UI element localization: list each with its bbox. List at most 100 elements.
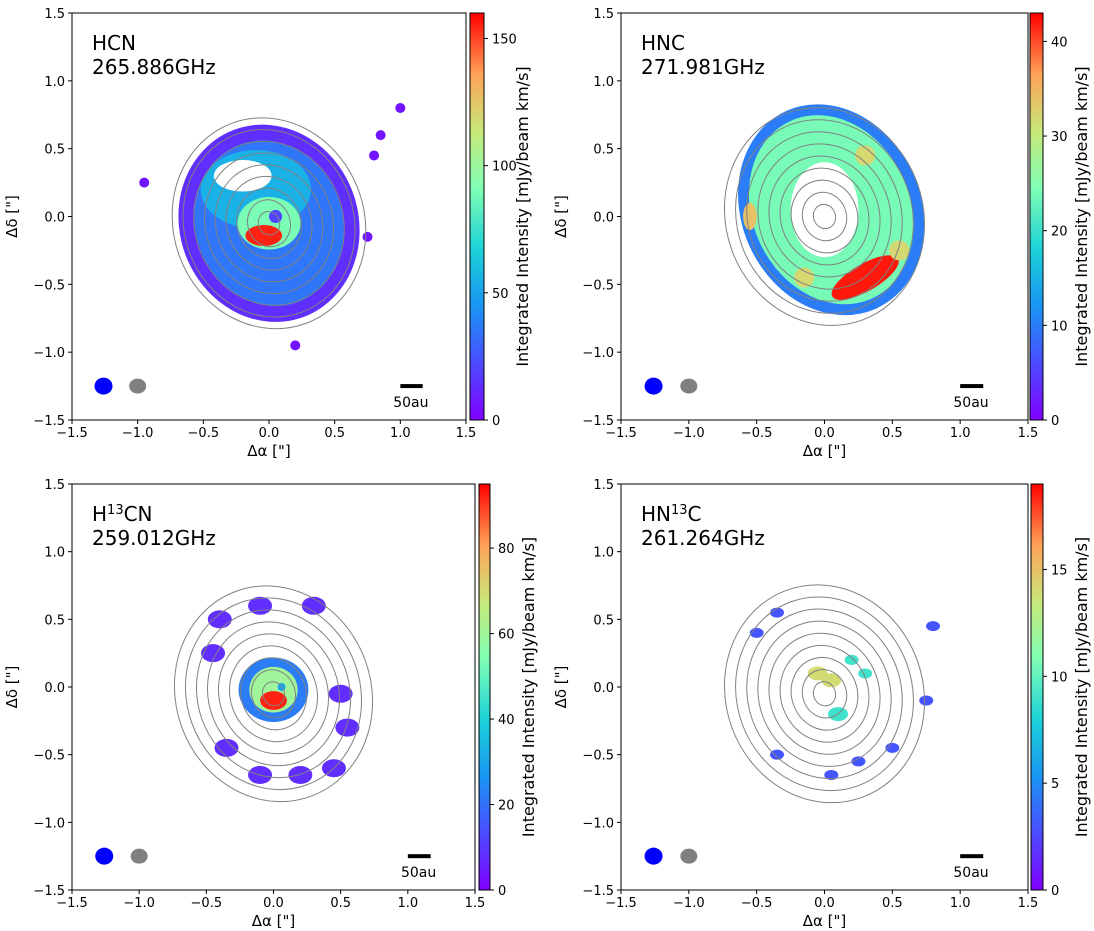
colorbar <box>1030 483 1044 891</box>
contour-line <box>206 621 341 767</box>
emission-clump <box>889 240 910 261</box>
colorbar-tick-label: 150 <box>492 32 517 47</box>
x-axis-label: Δα ["] <box>803 442 847 460</box>
contour-line <box>723 107 926 326</box>
x-tick-label: 0.5 <box>882 426 903 441</box>
x-tick-label: −1.5 <box>605 426 637 441</box>
frequency-label: 261.264GHz <box>641 526 765 550</box>
x-tick-label: −0.5 <box>188 426 220 441</box>
y-tick-label: 1.0 <box>593 546 614 561</box>
molecule-label: HN13C <box>641 502 702 526</box>
y-axis-label: Δδ ["] <box>552 195 570 238</box>
y-tick-label: 0.0 <box>44 681 65 696</box>
beam-ellipse-line <box>94 377 113 395</box>
y-tick-label: −0.5 <box>33 749 65 764</box>
emission-knot <box>919 695 934 706</box>
colorbar-tick-label: 20 <box>1051 225 1068 240</box>
emission-knot <box>770 607 785 618</box>
emission-peak <box>260 691 287 710</box>
contour-line <box>790 179 859 254</box>
contour-line <box>225 175 313 271</box>
plot-area <box>139 102 406 351</box>
x-tick-label: 1.5 <box>465 896 486 911</box>
x-tick-label: 0.5 <box>882 896 903 911</box>
emission-patch <box>207 610 232 629</box>
colorbar-tick-label: 20 <box>498 799 515 814</box>
y-tick-label: −1.0 <box>582 346 614 361</box>
x-tick-label: −1.0 <box>123 896 155 911</box>
colorbar-label: Integrated Intensity [mJy/beam km/s] <box>1072 66 1091 366</box>
emission-knot <box>926 621 941 632</box>
x-tick-label: −0.5 <box>191 896 223 911</box>
emission-knot <box>139 177 150 188</box>
emission-knot <box>290 340 301 351</box>
emission-knot <box>851 756 866 767</box>
emission-patch <box>335 718 360 737</box>
emission-knot <box>821 673 842 688</box>
y-tick-label: −1.0 <box>33 346 65 361</box>
contour-line <box>768 632 881 755</box>
emission-arc <box>743 202 757 231</box>
colorbar-tick-label: 5 <box>1051 777 1059 792</box>
x-tick-label: −1.0 <box>673 896 705 911</box>
emission-cavity <box>790 162 859 258</box>
y-tick-label: −1.5 <box>582 414 614 429</box>
colorbar-tick-label: 0 <box>1051 414 1059 429</box>
y-axis-label: Δδ ["] <box>3 195 21 238</box>
y-tick-label: −1.0 <box>582 816 614 831</box>
emission-knot <box>770 749 785 760</box>
contour-line <box>723 584 926 804</box>
y-tick-label: −1.5 <box>33 884 65 899</box>
scale-bar <box>960 384 984 389</box>
colorbar <box>1029 12 1044 421</box>
contour-line <box>779 644 870 743</box>
y-tick-label: 0.5 <box>44 143 65 158</box>
contour-line <box>246 199 292 248</box>
x-tick-label: 0.0 <box>259 426 280 441</box>
contour-line <box>214 164 324 283</box>
colorbar-tick-label: 0 <box>492 414 500 429</box>
x-tick-label: 1.0 <box>950 426 971 441</box>
plot-area <box>173 585 374 803</box>
plot-area <box>723 104 926 326</box>
x-tick-label: −0.5 <box>741 896 773 911</box>
scale-bar-label: 50au <box>401 865 436 881</box>
colorbar-tick-label: 0 <box>1051 884 1059 899</box>
beam-ellipse-continuum <box>130 848 148 864</box>
contour-line <box>173 585 374 803</box>
contour-line <box>193 140 345 306</box>
contour-line <box>779 167 870 266</box>
x-tick-label: 1.5 <box>456 426 477 441</box>
x-tick-label: −0.5 <box>741 426 773 441</box>
frequency-label: 265.886GHz <box>92 55 216 79</box>
emission-knot <box>375 130 386 141</box>
x-tick-label: 1.0 <box>950 896 971 911</box>
contour-line <box>812 203 837 230</box>
y-tick-label: 1.0 <box>44 546 65 561</box>
contour-line <box>257 211 281 236</box>
x-tick-label: 0.5 <box>324 426 345 441</box>
y-tick-label: 1.0 <box>44 75 65 90</box>
colorbar-tick-label: 10 <box>1051 670 1068 685</box>
y-tick-label: 1.0 <box>593 75 614 90</box>
contour-line <box>250 669 297 719</box>
emission-knot <box>369 150 380 161</box>
colorbar-label: Integrated Intensity [mJy/beam km/s] <box>1072 537 1091 837</box>
frequency-label: 271.981GHz <box>641 55 765 79</box>
contour-line <box>184 597 363 791</box>
colorbar <box>469 12 485 421</box>
contour-line <box>217 633 330 755</box>
beam-ellipse-line <box>644 377 663 395</box>
y-tick-label: −1.5 <box>33 414 65 429</box>
emission-knot <box>395 102 406 113</box>
y-tick-label: 0.5 <box>593 143 614 158</box>
x-axis-label: Δα ["] <box>803 912 847 930</box>
y-axis-label: Δδ ["] <box>552 666 570 709</box>
emission-gap <box>213 160 272 192</box>
y-tick-label: 0.5 <box>44 613 65 628</box>
y-tick-label: −1.5 <box>582 884 614 899</box>
plot-area <box>723 584 941 804</box>
y-tick-label: −1.0 <box>33 816 65 831</box>
y-tick-label: −0.5 <box>582 278 614 293</box>
